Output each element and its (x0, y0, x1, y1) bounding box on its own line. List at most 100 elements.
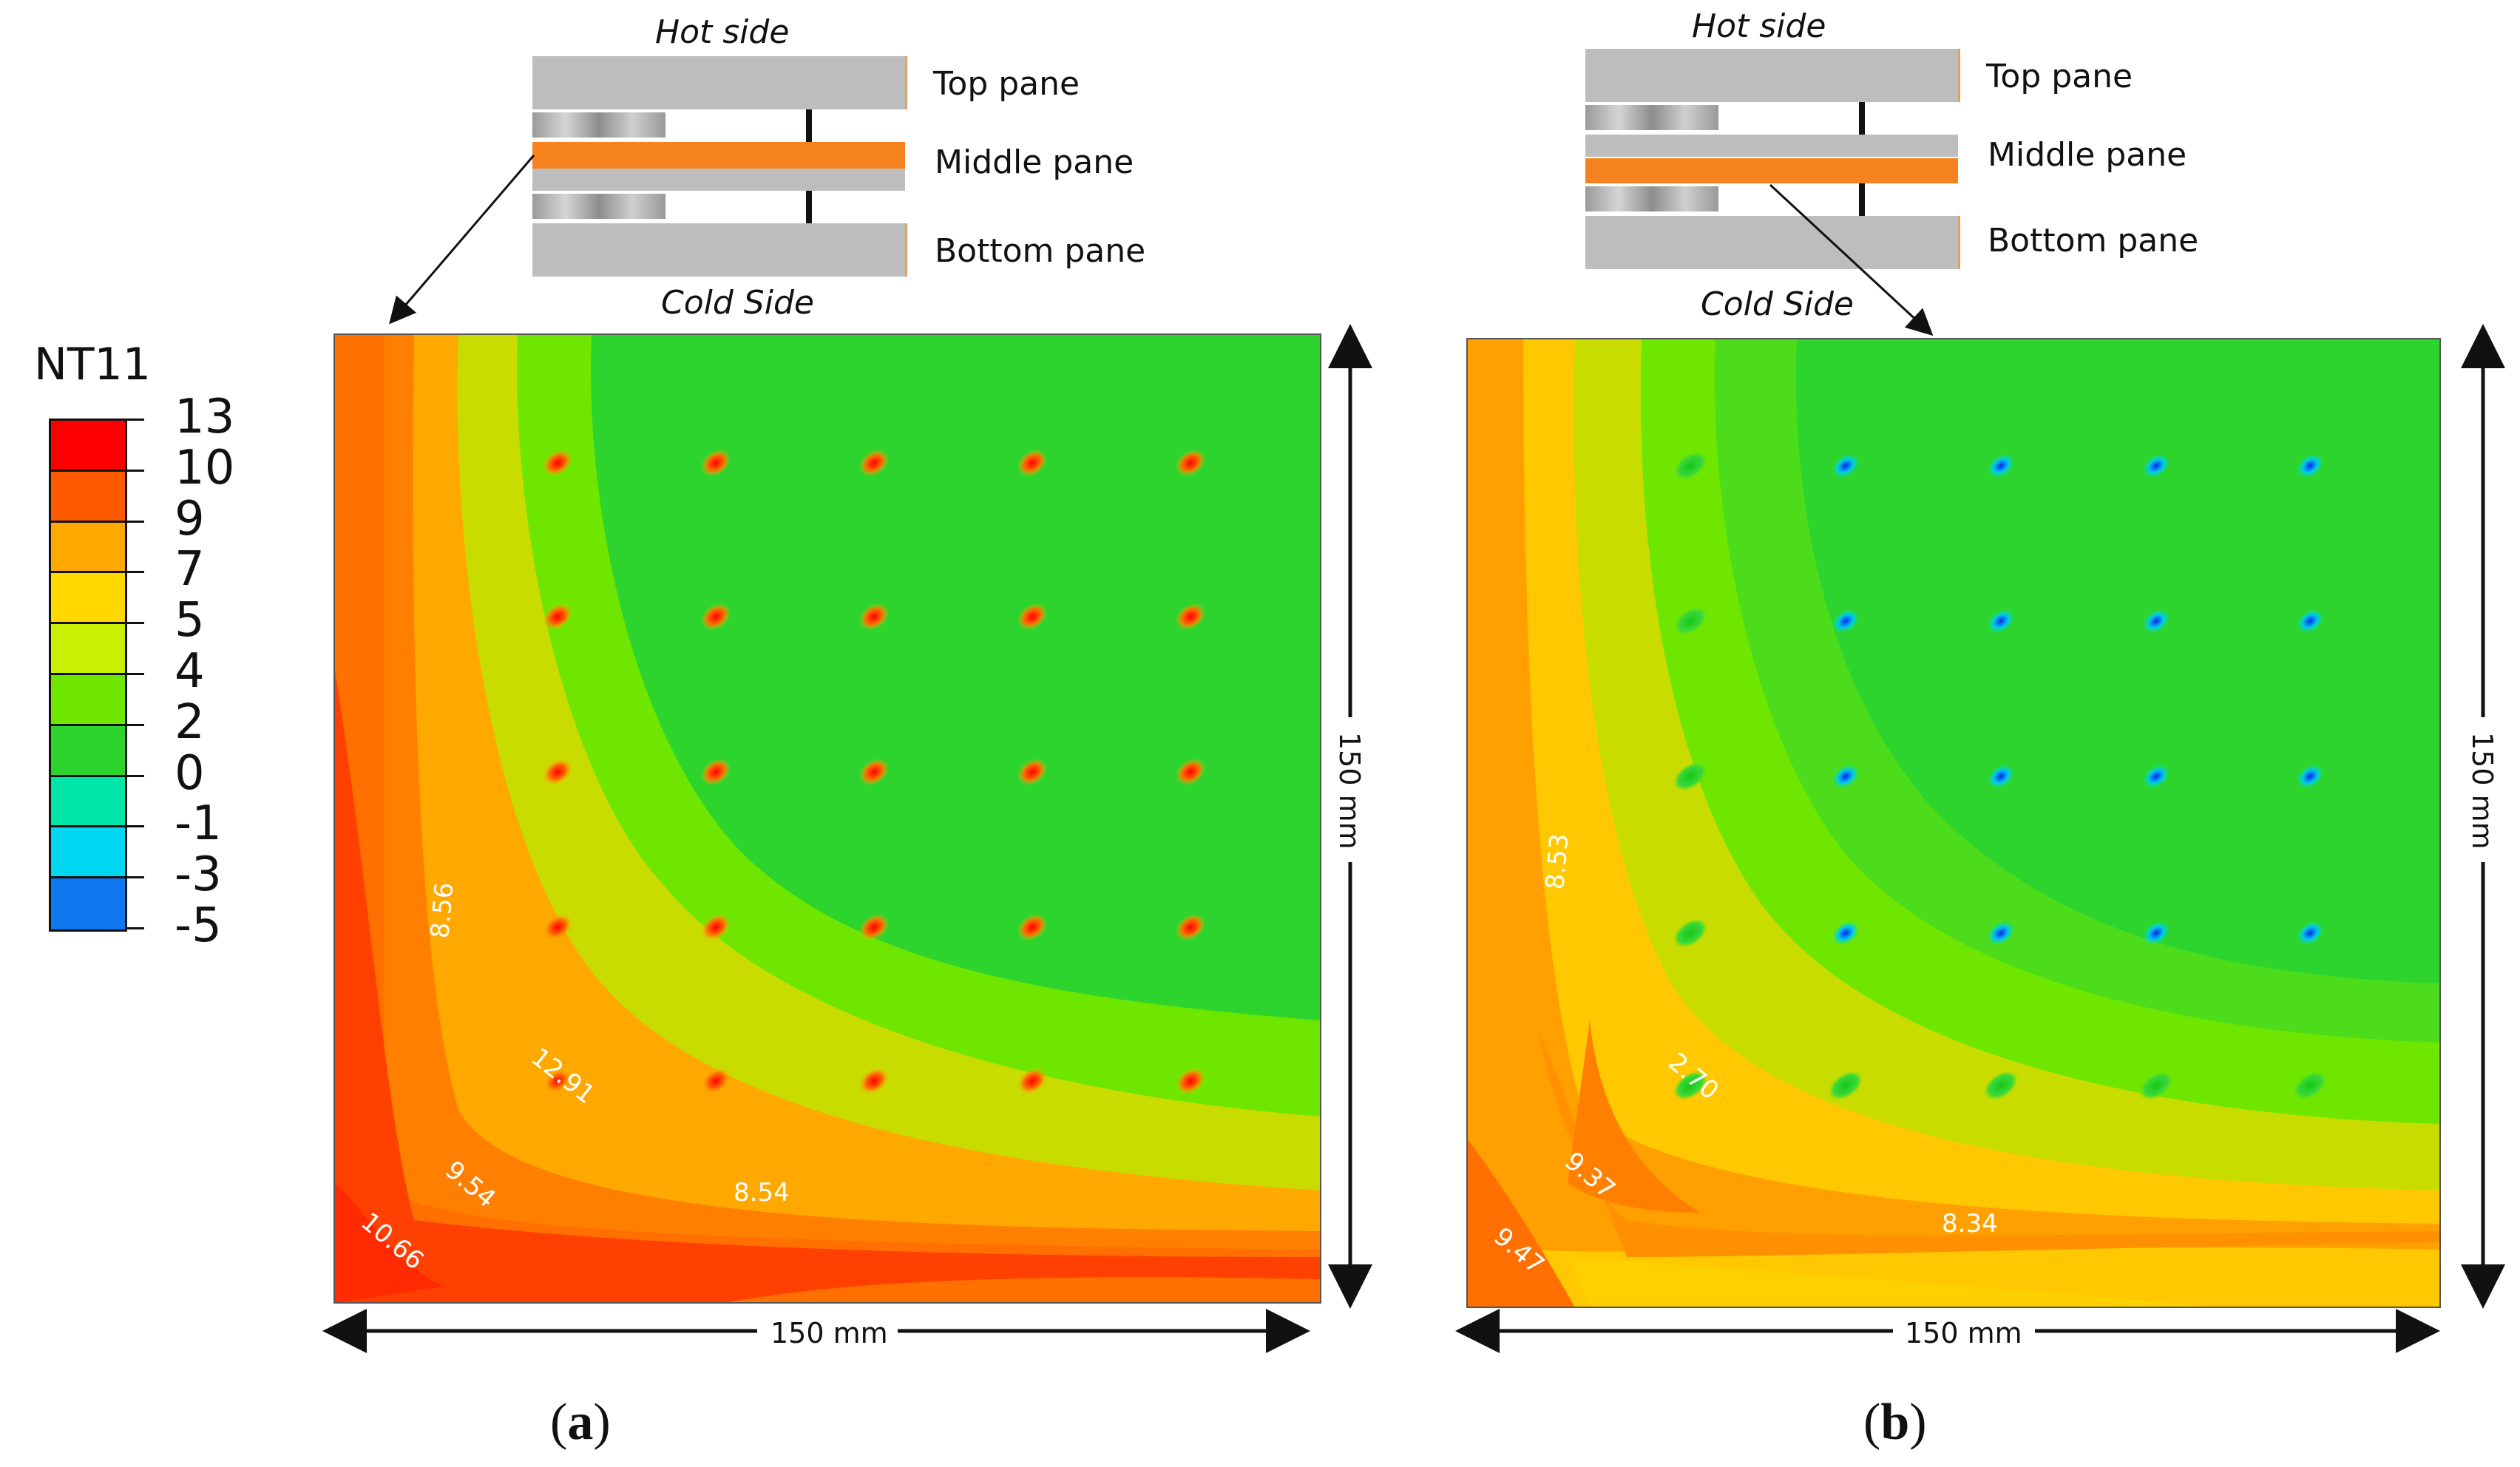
legend-tick (125, 622, 144, 625)
bolt-hotspot (1832, 764, 1860, 789)
legend-swatch (51, 675, 125, 726)
bolt-hotspot (858, 1067, 890, 1095)
dimension-label: 150 mm (2466, 732, 2499, 850)
legend-value: 7 (175, 542, 205, 597)
bolt-hotspot (1673, 918, 1708, 948)
cold-side-label: Cold Side (661, 284, 814, 322)
bolt-hotspot (1673, 1071, 1708, 1100)
middle-pane-upper (1585, 135, 1958, 157)
legend-swatch (51, 827, 125, 879)
legend-tick (125, 571, 144, 574)
bolt-hotspot (700, 449, 731, 477)
bolt-hotspot (1017, 758, 1048, 786)
legend-swatch (51, 421, 125, 472)
bolt-hotspot (2292, 1071, 2328, 1100)
bolt-hotspot (858, 913, 890, 941)
subfigure-label-b: (b) (1863, 1394, 1927, 1451)
bolt-hotspot (700, 913, 731, 941)
legend-value: -5 (175, 898, 222, 953)
cold-side-label: Cold Side (1701, 285, 1854, 323)
bolt-hotspot (2296, 453, 2324, 478)
legend-value: 9 (175, 491, 205, 546)
hot-side-label: Hot side (655, 13, 790, 51)
top-pane-label: Top pane (1986, 58, 2133, 95)
bolt-hotspot (1673, 762, 1708, 791)
spacer-bar (806, 109, 812, 142)
bolt-hotspot (1832, 609, 1860, 634)
bolt-hotspot (858, 449, 890, 477)
bottom-pane-label: Bottom pane (1988, 222, 2199, 260)
legend-swatch (51, 776, 125, 828)
bolt-hotspot (1017, 449, 1048, 477)
legend-tick (125, 673, 144, 675)
spacer-bottom-left (532, 194, 665, 219)
dimension-label: 150 mm (770, 1317, 888, 1349)
legend-swatch (51, 878, 125, 929)
bolt-hotspot (542, 603, 573, 631)
pointer-arrow (389, 155, 535, 325)
legend-value: -3 (175, 847, 222, 903)
bolt-hotspot (1987, 921, 2015, 946)
bolt-hotspot (1175, 1067, 1206, 1095)
panel-a: Hot side Cold Side Top pane Middle pane … (532, 13, 1145, 322)
contour-label: 8.56 (425, 881, 459, 940)
legend-swatch (51, 573, 125, 625)
middle-pane-label: Middle pane (1988, 136, 2187, 174)
middle-pane (1585, 158, 1958, 183)
legend-tick (125, 469, 144, 472)
spacer-bottom-left (1585, 186, 1718, 211)
dimension-label: 150 mm (1333, 732, 1366, 850)
legend-value: 0 (175, 745, 205, 801)
legend-value: 10 (175, 440, 235, 495)
bolt-hotspot (700, 758, 731, 786)
bolt-hotspot (1175, 603, 1206, 631)
contour-label: 8.54 (734, 1178, 790, 1207)
bolt-hotspot (2142, 453, 2170, 478)
legend-value: 5 (175, 593, 205, 648)
bolt-hotspot (2296, 921, 2324, 946)
legend-swatch (51, 624, 125, 675)
bolt-hotspot (1673, 451, 1708, 481)
legend-tick (125, 876, 144, 879)
bolt-hotspot (1017, 1067, 1048, 1095)
legend-tick (125, 520, 144, 523)
contour-plot-b (1467, 339, 2440, 1307)
bolt-hotspot (543, 1068, 572, 1094)
spacer-top-left (1585, 105, 1718, 130)
bolt-hotspot (1828, 1071, 1863, 1100)
bolt-hotspot (858, 758, 890, 786)
bottom-pane (532, 223, 907, 277)
hot-side-label: Hot side (1692, 7, 1826, 45)
bolt-hotspot (1175, 913, 1206, 941)
top-pane-label: Top pane (933, 65, 1080, 103)
spacer-top-left (532, 112, 665, 138)
bolt-hotspot (1832, 453, 1860, 478)
middle-pane (532, 142, 905, 169)
legend-value: 13 (175, 390, 235, 444)
legend-tick (125, 419, 144, 421)
bolt-hotspot (1673, 606, 1708, 636)
contour-label: 8.34 (1942, 1209, 1998, 1239)
top-pane (1585, 49, 1960, 102)
bolt-hotspot (700, 1067, 731, 1095)
bolt-hotspot (542, 758, 573, 786)
bolt-hotspot (542, 449, 573, 477)
bolt-hotspot (2296, 609, 2324, 634)
middle-pane-lower (532, 169, 905, 191)
legend-value: -1 (175, 796, 222, 852)
color-legend (49, 419, 175, 932)
bolt-hotspot (1017, 913, 1048, 941)
top-pane (532, 56, 907, 109)
legend-tick (125, 774, 144, 777)
legend-tick (125, 927, 144, 929)
legend-tick (125, 825, 144, 828)
middle-pane-label: Middle pane (935, 143, 1134, 181)
dimension-label: 150 mm (1905, 1317, 2022, 1349)
spacer-bar (806, 191, 812, 223)
subfigure-label-a: (a) (550, 1394, 611, 1451)
contour-plot-a (334, 334, 1321, 1303)
contour-label: 8.53 (1540, 833, 1574, 891)
bolt-hotspot (2142, 609, 2170, 634)
